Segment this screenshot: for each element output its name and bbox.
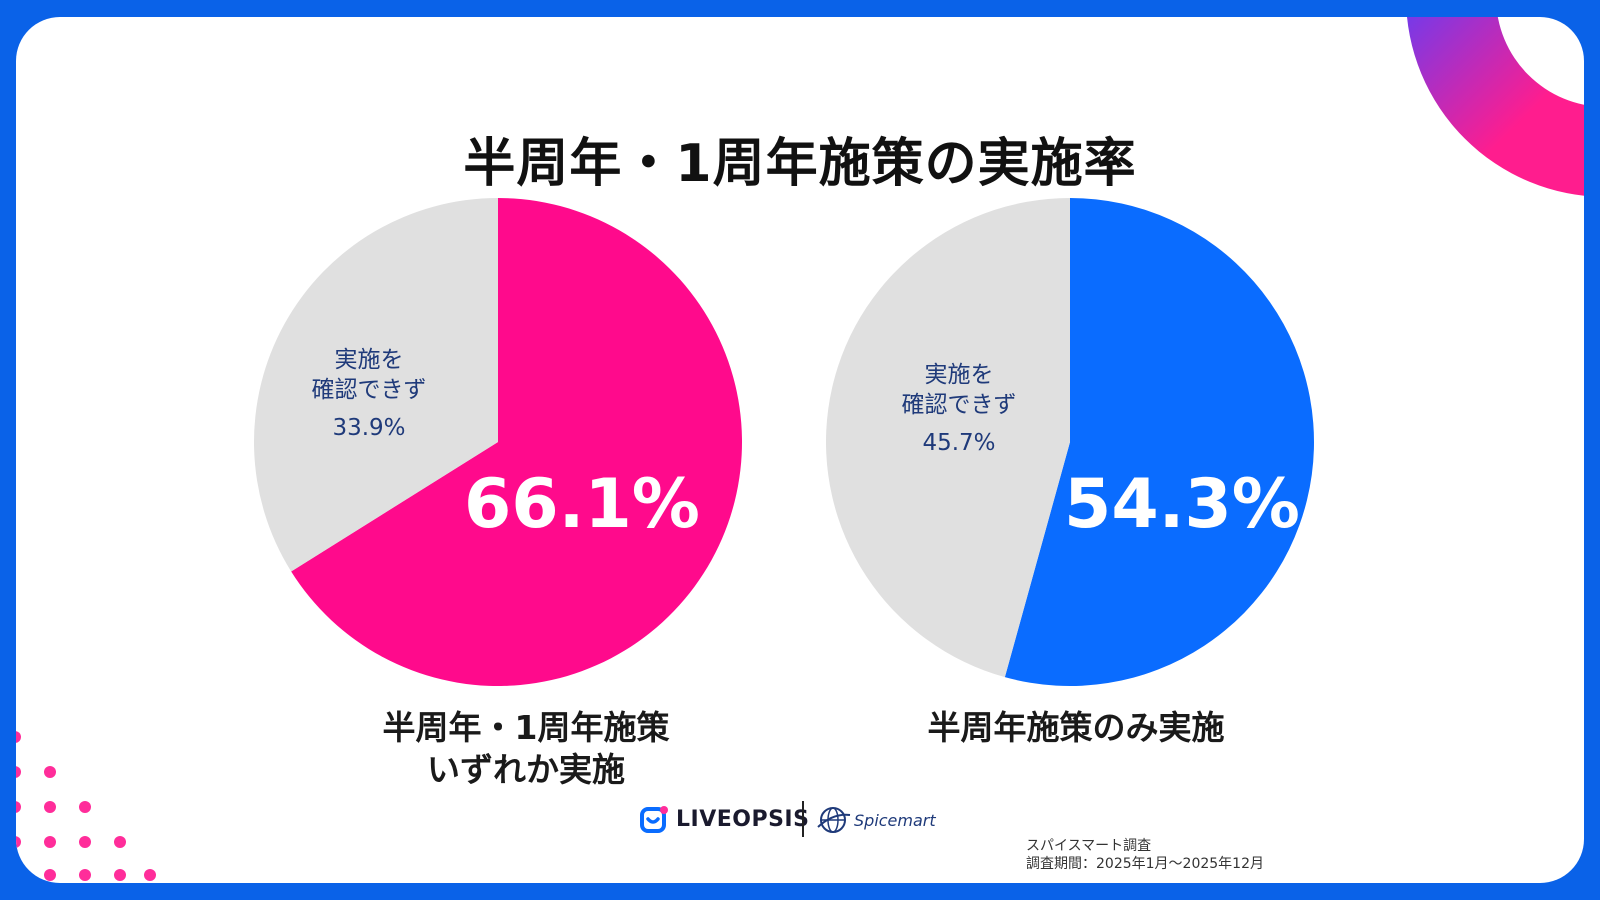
- pie1-caption-line2: いずれか実施: [427, 750, 625, 789]
- slide-card: 半周年・1周年施策の実施率 66.1% 実施を確認できず 33.9% 54.3% 実施を…: [16, 17, 1584, 883]
- spicemart-logo: Spicemart: [816, 805, 936, 835]
- pie2-gray-value-label: 45.7%: [922, 430, 995, 456]
- pie1-gray-label-line2: 確認できず: [312, 377, 427, 403]
- pie2-caption: 半周年施策のみ実施: [896, 707, 1256, 749]
- survey-footnote: スパイスマート調査 調査期間：2025年1月〜2025年12月: [1026, 837, 1264, 873]
- corner-arc-decoration: [1407, 17, 1584, 196]
- liveopsis-wordmark: LIVEOPSIS: [676, 806, 810, 832]
- globe-icon: [817, 807, 851, 833]
- liveopsis-logo: LIVEOPSIS: [640, 805, 809, 833]
- pie1-caption-line1: 半周年・1周年施策: [382, 708, 670, 747]
- pie1-caption: 半周年・1周年施策 いずれか実施: [336, 707, 716, 791]
- dots-decoration: [16, 731, 156, 881]
- pie1-slice-main: [291, 197, 742, 686]
- survey-period: 調査期間：2025年1月〜2025年12月: [1026, 856, 1264, 872]
- pie2-slice-main: [1004, 198, 1315, 686]
- page-title: 半周年・1周年施策の実施率: [463, 134, 1137, 194]
- liveopsis-icon: [640, 806, 668, 833]
- spicemart-wordmark: Spicemart: [854, 810, 936, 830]
- survey-source: スパイスマート調査: [1026, 838, 1152, 854]
- pie2-gray-label-line1: 実施を: [925, 362, 994, 388]
- pie2-main-value-label: 54.3%: [1064, 465, 1300, 544]
- pie2-caption-line1: 半周年施策のみ実施: [927, 708, 1225, 747]
- pie2-gray-label-line2: 確認できず: [902, 392, 1017, 418]
- pie2-slice-not-confirmed: [825, 198, 1070, 678]
- logo-divider: [802, 801, 804, 837]
- pie1-slice-not-confirmed: [254, 198, 498, 572]
- pie1-main-value-label: 66.1%: [464, 465, 700, 544]
- pie1-gray-value-label: 33.9%: [332, 415, 405, 441]
- pie1-gray-label-line1: 実施を: [335, 347, 404, 373]
